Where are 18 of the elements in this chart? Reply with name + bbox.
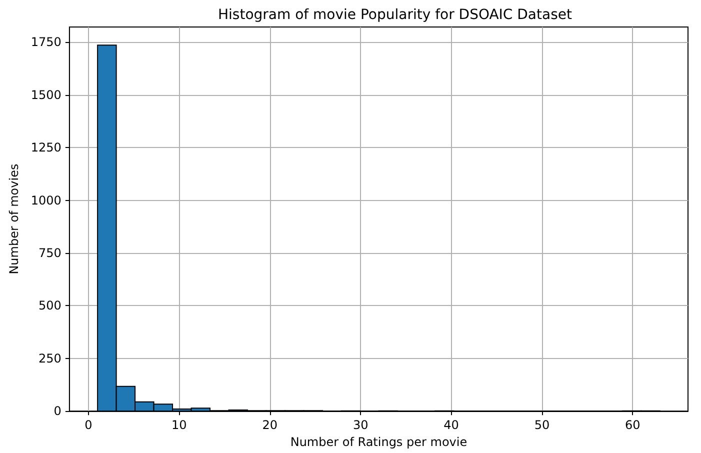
y-tick-label: 0 [54, 404, 62, 418]
x-tick-label: 60 [625, 418, 640, 432]
y-tick-label: 1750 [30, 35, 62, 50]
x-tick-label: 10 [172, 418, 187, 432]
x-tick-label: 50 [534, 418, 550, 432]
y-tick-label: 1250 [30, 140, 62, 155]
x-axis-title: Number of Ratings per movie [290, 435, 468, 449]
y-tick-label: 750 [38, 246, 62, 260]
y-tick-label: 250 [38, 351, 62, 366]
x-tick-label: 0 [84, 418, 92, 432]
x-tick-label: 30 [352, 418, 368, 432]
y-axis-title: Number of movies [7, 164, 21, 274]
x-tick-label: 20 [262, 418, 278, 432]
y-tick-label: 500 [38, 298, 62, 313]
chart-title: Histogram of movie Popularity for DSOAIC Dataset [218, 7, 572, 23]
x-tick-label: 40 [444, 418, 459, 432]
y-tick-label: 1500 [30, 88, 62, 102]
y-tick-label: 1000 [30, 193, 62, 208]
